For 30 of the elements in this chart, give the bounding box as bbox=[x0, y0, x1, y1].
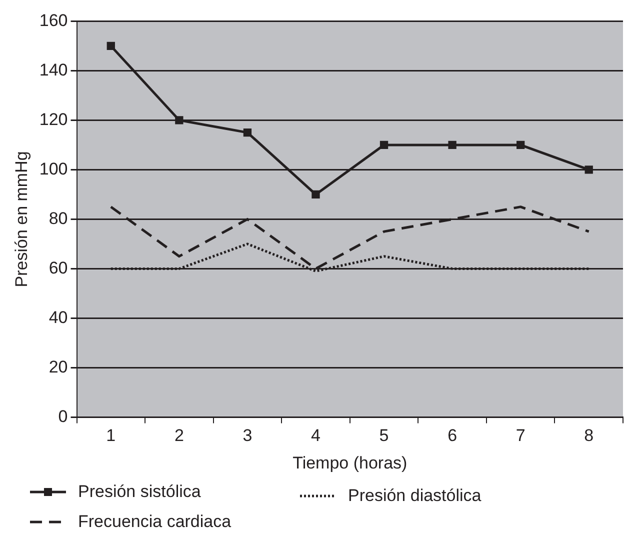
y-tick-label: 60 bbox=[48, 258, 68, 278]
x-axis-title: Tiempo (horas) bbox=[292, 453, 408, 472]
y-tick-label: 80 bbox=[48, 208, 68, 228]
point bbox=[516, 140, 525, 150]
x-tick-label: 4 bbox=[311, 426, 320, 446]
x-tick-label: 1 bbox=[106, 426, 116, 446]
legend-label: Presión diastólica bbox=[348, 486, 482, 506]
x-tick-label: 8 bbox=[584, 426, 594, 446]
x-tick-label: 6 bbox=[448, 426, 458, 446]
y-tick-label: 140 bbox=[39, 60, 68, 80]
point bbox=[448, 140, 456, 150]
point bbox=[380, 140, 388, 150]
point bbox=[243, 128, 252, 137]
y-tick-label: 100 bbox=[39, 159, 68, 178]
x-tick-label: 2 bbox=[174, 426, 184, 446]
legend-label: Frecuencia cardiaca bbox=[78, 512, 232, 532]
point bbox=[312, 190, 320, 199]
legend-label: Presión sistólica bbox=[78, 482, 201, 502]
y-tick-label: 20 bbox=[48, 357, 68, 376]
y-axis-title: Presión en mmHg bbox=[12, 151, 31, 288]
point bbox=[106, 42, 115, 50]
y-tick-label: 160 bbox=[39, 10, 68, 30]
x-tick-label: 5 bbox=[379, 426, 389, 446]
x-tick-label: 3 bbox=[242, 426, 252, 446]
point bbox=[584, 166, 593, 174]
x-tick-label: 7 bbox=[516, 426, 526, 446]
y-tick-label: 0 bbox=[58, 406, 68, 426]
y-tick-label: 120 bbox=[39, 110, 68, 129]
y-tick-label: 40 bbox=[48, 308, 68, 327]
point bbox=[175, 116, 184, 124]
